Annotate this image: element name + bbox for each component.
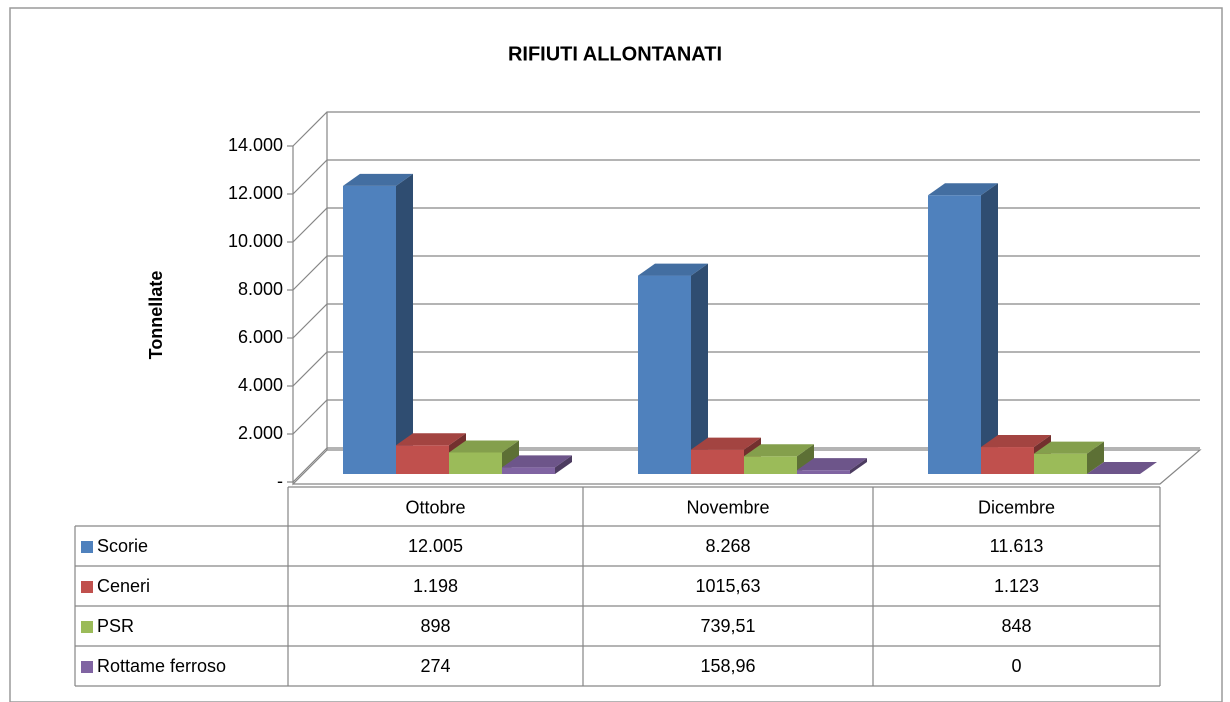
legend-label: Ceneri [97, 576, 150, 596]
bar-top [638, 263, 708, 276]
bar [1034, 453, 1087, 474]
table-value: 12.005 [408, 536, 463, 556]
bar-side [981, 183, 998, 474]
table-value: 274 [420, 656, 450, 676]
y-tick-label: 14.000 [228, 135, 283, 155]
bar-top [928, 183, 998, 196]
legend-swatch [81, 621, 93, 633]
y-tick-label: 4.000 [238, 375, 283, 395]
bar-side [396, 173, 413, 474]
grid-line [292, 447, 1200, 483]
table-value: 898 [420, 616, 450, 636]
bar [343, 185, 396, 474]
bar-side [850, 458, 867, 474]
y-axis-title: Tonnellate [146, 271, 166, 360]
y-tick-label: 12.000 [228, 183, 283, 203]
bar [502, 467, 555, 474]
legend-swatch [81, 581, 93, 593]
grid-line [292, 255, 1200, 291]
bar-top [981, 435, 1051, 448]
legend-label: Scorie [97, 536, 148, 556]
bar [797, 470, 850, 474]
table-value: 8.268 [705, 536, 750, 556]
bar [981, 447, 1034, 474]
table-value: 1015,63 [695, 576, 760, 596]
bar [691, 449, 744, 474]
bar-top [691, 437, 761, 450]
y-tick-label: 8.000 [238, 279, 283, 299]
category-label: Dicembre [978, 497, 1055, 517]
grid-line [292, 303, 1200, 339]
bar [449, 452, 502, 474]
category-label: Ottobre [405, 497, 465, 517]
bar [928, 195, 981, 474]
legend-swatch [81, 661, 93, 673]
bar-top [396, 433, 466, 446]
bar-side [1087, 441, 1104, 474]
bar-top [744, 444, 814, 457]
y-tick-label: 6.000 [238, 327, 283, 347]
bar-top [1087, 462, 1157, 474]
table-value: 848 [1001, 616, 1031, 636]
grid-line [292, 351, 1200, 387]
grid-line [292, 159, 1200, 195]
y-tick-label: 2.000 [238, 423, 283, 443]
bar-top [1034, 441, 1104, 454]
bar [396, 445, 449, 474]
legend-swatch [81, 541, 93, 553]
bar-side [555, 455, 572, 474]
legend-label: Rottame ferroso [97, 656, 226, 676]
table-value: 1.198 [413, 576, 458, 596]
table-value: 739,51 [700, 616, 755, 636]
bar-side [797, 444, 814, 474]
table-value: 1.123 [994, 576, 1039, 596]
grid-line [292, 207, 1200, 243]
bar [638, 275, 691, 474]
grid-line [292, 399, 1200, 435]
bar-top [449, 440, 519, 453]
bar-top [797, 458, 867, 471]
chart-frame [9, 7, 1223, 702]
y-tick-label: 10.000 [228, 231, 283, 251]
grid-line [292, 111, 1200, 147]
back-wall [292, 112, 328, 486]
chart-title: RIFIUTI ALLONTANATI [508, 43, 722, 65]
bar-top [343, 173, 413, 186]
legend-label: PSR [97, 616, 134, 636]
category-label: Novembre [686, 497, 769, 517]
bar-top [502, 455, 572, 468]
y-tick-label: - [277, 471, 283, 491]
table-value: 158,96 [700, 656, 755, 676]
table-value: 0 [1011, 656, 1021, 676]
bar-side [691, 263, 708, 474]
bar [744, 456, 797, 474]
table-value: 11.613 [990, 536, 1044, 556]
